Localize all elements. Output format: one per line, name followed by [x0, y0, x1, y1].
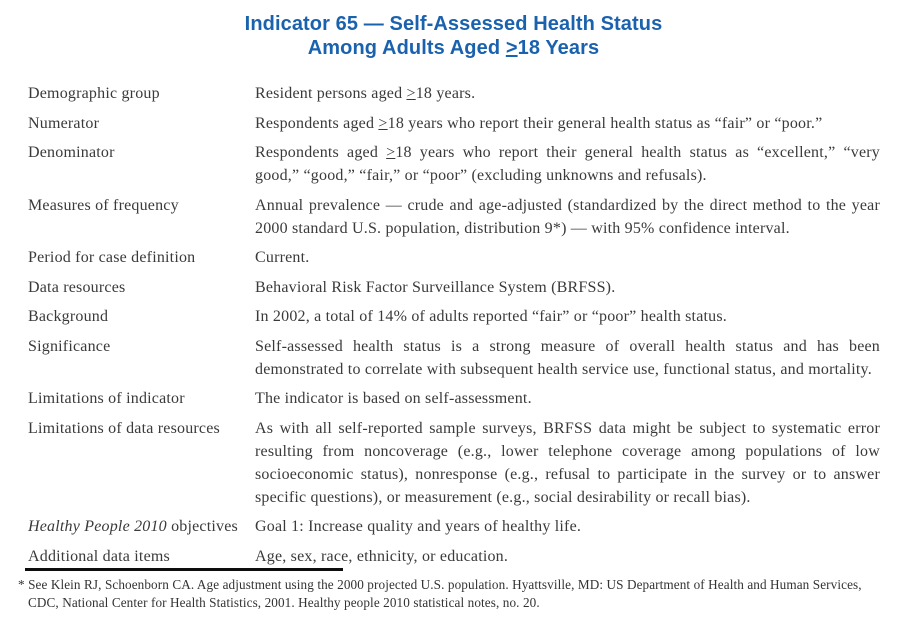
table-row: Additional data items Age, sex, race, eth… [28, 545, 880, 568]
row-label: Limitations of data resources [28, 417, 255, 509]
title-line-1: Indicator 65 — Self-Assessed Health Stat… [0, 12, 907, 36]
text-segment: Limitations of data resources [28, 419, 220, 437]
row-label: Denominator [28, 141, 255, 187]
table-row: Period for case definition Current. [28, 246, 880, 269]
text-segment: objectives [166, 518, 238, 535]
row-label: Significance [28, 335, 255, 381]
text-segment: Goal 1: Increase quality and years of he… [255, 518, 582, 535]
row-value: Respondents aged >18 years who report th… [255, 112, 880, 135]
text-segment: Significance [28, 337, 111, 355]
table-row: Healthy People 2010 objectives Goal 1: In… [28, 515, 880, 538]
table-row: Denominator Respondents aged >18 years wh… [28, 141, 880, 187]
row-value: As with all self-reported sample surveys… [255, 417, 880, 509]
title-line-2: Among Adults Aged >18 Years [0, 36, 907, 60]
text-segment: Among Adults Aged [307, 37, 506, 59]
table-row: Limitations of indicator The indicator is… [28, 387, 880, 410]
text-segment: 18 Years [517, 37, 600, 59]
table-row: Significance Self-assessed health status … [28, 335, 880, 381]
text-segment: In 2002, a total of 14% of adults report… [255, 308, 727, 325]
row-value: Resident persons aged >18 years. [255, 82, 880, 105]
footnote-text: * See Klein RJ, Schoenborn CA. Age adjus… [18, 577, 862, 610]
row-label: Numerator [28, 112, 255, 135]
text-segment: Background [28, 308, 109, 325]
row-value: The indicator is based on self-assessmen… [255, 387, 880, 410]
row-label: Demographic group [28, 82, 255, 105]
text-segment: Data resources [28, 278, 126, 296]
row-value: Age, sex, race, ethnicity, or education. [255, 545, 880, 568]
row-value: Behavioral Risk Factor Surveillance Syst… [255, 276, 880, 299]
row-label: Limitations of indicator [28, 387, 255, 410]
text-segment: The indicator is based on self-assessmen… [255, 390, 532, 407]
text-segment: Denominator [28, 144, 115, 161]
row-label: Period for case definition [28, 246, 255, 269]
geq-symbol: > [386, 144, 396, 161]
row-label: Data resources [28, 276, 255, 299]
text-segment: Age, sex, race, ethnicity, or education. [255, 547, 509, 565]
text-segment: Healthy People 2010 [28, 518, 167, 535]
geq-symbol: > [406, 85, 416, 102]
geq-symbol: > [378, 114, 388, 132]
row-value: Self-assessed health status is a strong … [255, 335, 880, 381]
text-segment: 18 years who report their general health… [387, 114, 823, 132]
table-row: Measures of frequency Annual prevalence —… [28, 194, 880, 240]
indicator-definition-table: Demographic group Resident persons aged >… [28, 82, 880, 568]
table-row: Background In 2002, a total of 14% of adu… [28, 305, 880, 328]
table-row: Numerator Respondents aged >18 years who … [28, 112, 880, 135]
row-value: Current. [255, 246, 880, 269]
text-segment: Behavioral Risk Factor Surveillance Syst… [255, 278, 616, 296]
text-segment: Period for case definition [28, 249, 196, 266]
text-segment: Indicator 65 — Self-Assessed Health Stat… [244, 13, 663, 35]
row-value: Goal 1: Increase quality and years of he… [255, 515, 880, 538]
row-value: In 2002, a total of 14% of adults report… [255, 305, 880, 328]
text-segment: Demographic group [28, 85, 160, 102]
row-value: Respondents aged >18 years who report th… [255, 141, 880, 187]
row-label: Background [28, 305, 255, 328]
indicator-document-page: Indicator 65 — Self-Assessed Health Stat… [0, 12, 907, 624]
table-row: Data resources Behavioral Risk Factor Sur… [28, 276, 880, 299]
page-title: Indicator 65 — Self-Assessed Health Stat… [0, 12, 907, 60]
row-value: Annual prevalence — crude and age-adjust… [255, 194, 880, 240]
text-segment: Resident persons aged [255, 85, 407, 102]
text-segment: 18 years. [415, 85, 476, 102]
table-row: Demographic group Resident persons aged >… [28, 82, 880, 105]
text-segment: Respondents aged [255, 114, 379, 132]
text-segment: Respondents aged [255, 144, 387, 161]
text-segment: 18 years who report their general health… [255, 144, 880, 184]
text-segment: Limitations of indicator [28, 390, 185, 407]
text-segment: Measures of frequency [28, 196, 179, 214]
footnote-divider [25, 568, 343, 571]
row-label: Additional data items [28, 545, 255, 568]
text-segment: Additional data items [28, 547, 170, 565]
row-label: Healthy People 2010 objectives [28, 515, 255, 538]
text-segment: Self-assessed health status is a strong … [255, 337, 880, 378]
row-label: Measures of frequency [28, 194, 255, 240]
text-segment: As with all self-reported sample surveys… [255, 419, 880, 506]
geq-symbol: > [505, 37, 518, 59]
text-segment: Annual prevalence — crude and age-adjust… [255, 196, 880, 237]
table-row: Limitations of data resources As with all… [28, 417, 880, 509]
text-segment: Current. [255, 249, 310, 266]
text-segment: Numerator [28, 114, 100, 132]
